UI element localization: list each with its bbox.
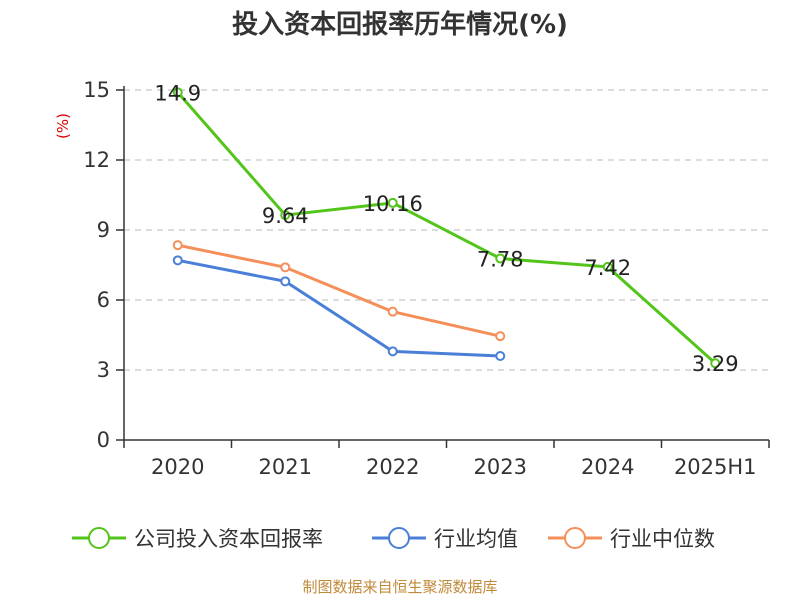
data-point: [387, 306, 398, 317]
legend: 公司投入资本回报率 行业均值 行业中位数: [72, 527, 715, 551]
legend-label: 行业均值: [434, 527, 518, 551]
y-tick-label: 6: [97, 288, 110, 312]
data-point: [710, 358, 721, 369]
x-tick-label: 2023: [474, 455, 527, 479]
legend-swatch-marker: [564, 527, 586, 549]
series-line: [176, 91, 717, 365]
data-point: [172, 240, 183, 251]
data-label: 7.42: [584, 256, 631, 280]
x-tick-label: 2021: [259, 455, 312, 479]
x-tick-label: 2024: [581, 455, 634, 479]
legend-swatch-marker: [88, 527, 110, 549]
data-point: [495, 331, 506, 342]
data-label: 10.16: [363, 192, 423, 216]
data-point: [495, 253, 506, 264]
data-label: 9.64: [262, 204, 309, 228]
data-point: [172, 255, 183, 266]
chart-title: 投入资本回报率历年情况(%): [232, 10, 568, 40]
data-label: 3.29: [692, 352, 739, 376]
data-point: [387, 197, 398, 208]
series-lines: [172, 87, 721, 369]
data-point: [495, 351, 506, 361]
axes: 0 3 6 9 12 15 2020 2021 2022 2023 2024 2025H1 (%): [54, 78, 770, 479]
data-point: [280, 210, 291, 221]
x-tick-label: 2020: [151, 455, 204, 479]
series-line: [177, 258, 501, 358]
legend-label: 公司投入资本回报率: [134, 527, 323, 551]
data-label: 7.78: [477, 247, 524, 271]
y-tick-label: 3: [97, 358, 110, 382]
data-point: [280, 262, 291, 273]
y-tick-label: 0: [97, 428, 110, 452]
y-axis-label: (%): [54, 113, 72, 139]
data-label: 14.9: [154, 81, 201, 105]
series-line: [177, 243, 501, 338]
data-labels: 14.9 9.64 10.16 7.78 7.42 3.29: [154, 81, 738, 376]
data-point: [172, 87, 183, 98]
x-tick-label: 2025H1: [674, 455, 757, 479]
data-point: [602, 261, 613, 272]
legend-swatch-marker: [388, 527, 410, 549]
source-note: 制图数据来自恒生聚源数据库: [302, 578, 498, 596]
y-tick-label: 9: [97, 218, 110, 242]
y-tick-label: 12: [83, 148, 110, 172]
legend-label: 行业中位数: [610, 527, 715, 551]
y-tick-label: 15: [83, 78, 110, 102]
data-point: [387, 346, 398, 357]
x-tick-label: 2022: [366, 455, 419, 479]
data-point: [280, 276, 291, 287]
